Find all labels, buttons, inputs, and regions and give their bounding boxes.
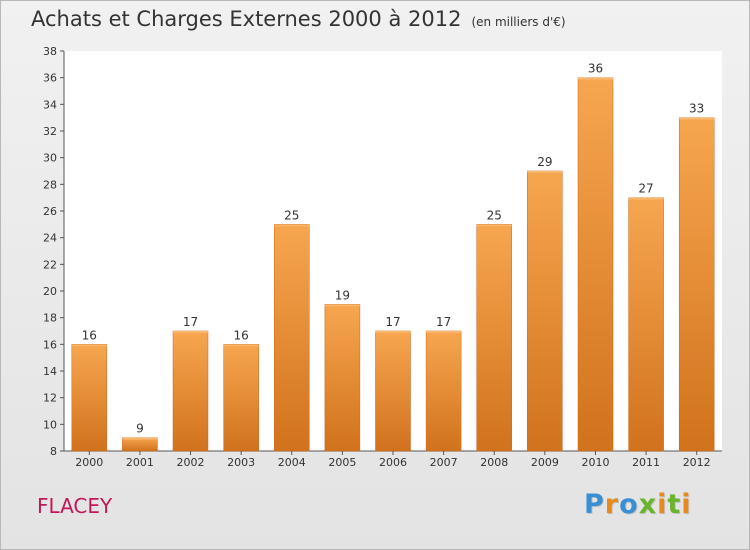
bar-top-highlight (628, 197, 664, 200)
chart-title: Achats et Charges Externes 2000 à 2012 (31, 7, 462, 31)
chart-subtitle: (en milliers d'€) (471, 15, 566, 29)
bar-top-highlight (527, 171, 563, 173)
data-label-2007: 17 (436, 315, 451, 329)
x-tick-label: 2004 (278, 456, 306, 469)
x-tick-label: 2008 (480, 456, 508, 469)
logo-letter: i (681, 489, 692, 520)
logo-letter: o (619, 489, 639, 520)
data-label-2004: 25 (284, 208, 299, 222)
bar-2002 (172, 330, 209, 452)
y-tick-label: 34 (43, 98, 57, 111)
bar-top-highlight (122, 437, 158, 440)
y-tick-label: 20 (43, 285, 57, 298)
data-label-2009: 29 (537, 155, 552, 169)
bar-top-highlight (375, 331, 411, 333)
y-tick-label: 12 (43, 392, 57, 405)
bar-top-highlight (476, 224, 512, 227)
bar-top-highlight (324, 304, 360, 307)
bar-2004 (274, 224, 310, 452)
x-tick-label: 2011 (632, 456, 660, 469)
y-tick-label: 32 (43, 125, 57, 138)
y-tick-label: 16 (43, 338, 57, 351)
bar-2008 (476, 224, 512, 452)
x-tick-label: 2002 (177, 456, 205, 469)
bar-top-highlight (679, 117, 715, 120)
data-label-2011: 27 (638, 182, 653, 196)
bar-2005 (324, 304, 361, 452)
logo-letter: P (584, 489, 605, 520)
y-tick-label: 36 (43, 72, 57, 85)
data-label-2006: 17 (385, 315, 400, 329)
data-label-2002: 17 (183, 315, 198, 329)
logo-letter: i (657, 489, 668, 520)
x-tick-label: 2009 (531, 456, 559, 469)
x-tick-label: 2003 (227, 456, 255, 469)
logo-letter: x (638, 489, 658, 520)
proxiti-logo: Proxiti (584, 489, 692, 520)
bar-2010 (577, 77, 614, 452)
x-tick-label: 2000 (75, 456, 103, 469)
y-tick-label: 22 (43, 258, 57, 271)
bar-2003 (223, 344, 259, 452)
data-label-2005: 19 (335, 288, 350, 302)
bar-top-highlight (426, 331, 462, 333)
y-tick-label: 26 (43, 205, 57, 218)
data-label-2003: 16 (234, 328, 249, 342)
x-tick-label: 2005 (328, 456, 356, 469)
bar-top-highlight (173, 331, 208, 333)
logo-letter: r (604, 489, 620, 520)
x-tick-label: 2010 (581, 456, 609, 469)
x-tick-label: 2007 (430, 456, 458, 469)
data-label-2008: 25 (487, 208, 502, 222)
bar-top-highlight (578, 77, 613, 80)
bar-2000 (71, 344, 108, 452)
y-tick-label: 30 (43, 152, 57, 165)
y-tick-label: 18 (43, 312, 57, 325)
bar-2009 (527, 170, 563, 452)
data-label-2000: 16 (82, 328, 97, 342)
bar-2006 (375, 330, 411, 452)
y-tick-label: 14 (43, 365, 57, 378)
bar-top-highlight (71, 344, 107, 347)
bar-2012 (678, 117, 715, 452)
place-name: FLACEY (37, 494, 113, 518)
y-tick-label: 38 (43, 45, 57, 58)
x-tick-label: 2006 (379, 456, 407, 469)
data-label-2001: 9 (136, 422, 144, 436)
bar-2007 (425, 330, 462, 452)
data-label-2012: 33 (689, 102, 704, 116)
bar-2011 (628, 197, 664, 452)
x-tick-label: 2012 (683, 456, 711, 469)
bar-top-highlight (223, 344, 259, 347)
y-tick-label: 8 (50, 445, 57, 458)
data-label-2010: 36 (588, 62, 603, 76)
chart-title-line: Achats et Charges Externes 2000 à 2012 (e… (31, 7, 566, 31)
y-tick-label: 28 (43, 178, 57, 191)
bar-top-highlight (274, 224, 310, 227)
logo-letter: t (667, 489, 682, 520)
x-tick-label: 2001 (126, 456, 154, 469)
y-tick-label: 24 (43, 232, 57, 245)
y-tick-label: 10 (43, 418, 57, 431)
